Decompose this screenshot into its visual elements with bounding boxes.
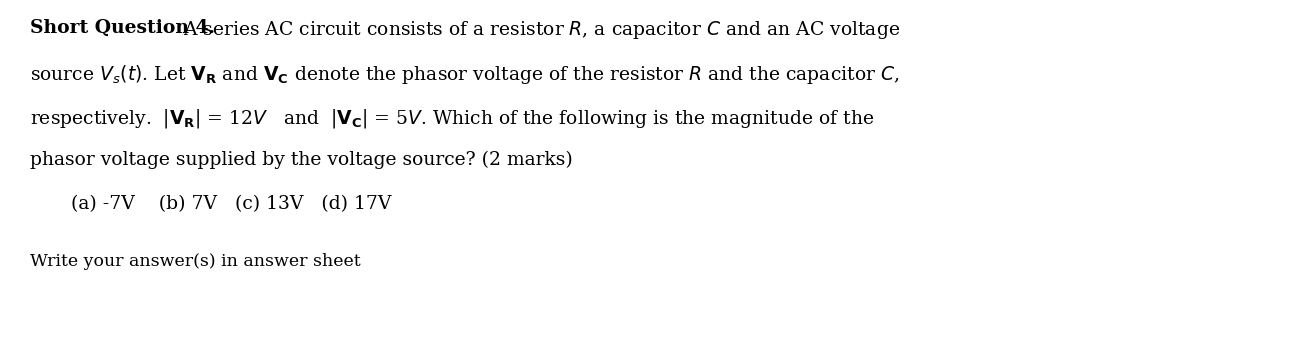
Text: Answer:: Answer: — [78, 324, 156, 341]
Text: Short Question 4: Short Question 4 — [35, 294, 200, 311]
Text: source $V_s(t)$. Let $\mathbf{V}_\mathbf{R}$ and $\mathbf{V}_\mathbf{C}$ denote : source $V_s(t)$. Let $\mathbf{V}_\mathbf… — [30, 63, 899, 86]
Text: Short Question 4.: Short Question 4. — [30, 19, 215, 37]
Text: phasor voltage supplied by the voltage source? (2 marks): phasor voltage supplied by the voltage s… — [30, 151, 572, 169]
Text: Write your answer(s) in answer sheet: Write your answer(s) in answer sheet — [30, 253, 361, 270]
FancyBboxPatch shape — [30, 278, 205, 347]
Text: A series AC circuit consists of a resistor $R$, a capacitor $C$ and an AC voltag: A series AC circuit consists of a resist… — [183, 19, 900, 41]
Text: respectively.  $|\mathbf{V}_\mathbf{R}|$ = 12$V$   and  $|\mathbf{V}_\mathbf{C}|: respectively. $|\mathbf{V}_\mathbf{R}|$ … — [30, 107, 874, 130]
Text: (a) -7V    (b) 7V   (c) 13V   (d) 17V: (a) -7V (b) 7V (c) 13V (d) 17V — [71, 195, 392, 213]
FancyBboxPatch shape — [205, 278, 405, 347]
